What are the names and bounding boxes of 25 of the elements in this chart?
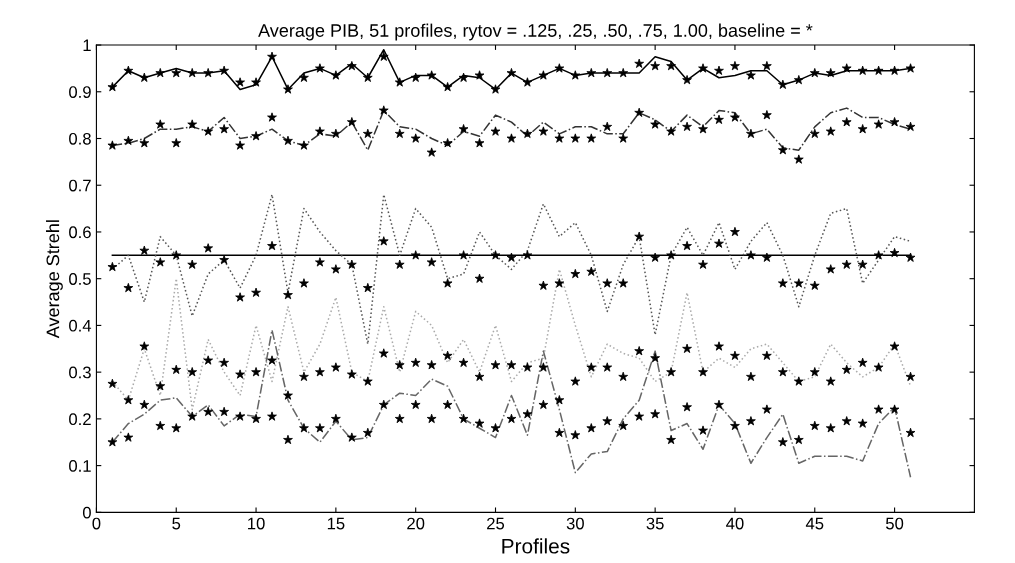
x-tick-label: 5 <box>172 517 181 530</box>
y-tick-label: 1 <box>83 39 91 52</box>
y-tick-label: 0.4 <box>69 319 92 332</box>
x-tick-label: 45 <box>805 517 824 530</box>
y-axis-title: Average Strehl <box>46 220 63 339</box>
x-axis-title: Profiles <box>502 538 570 554</box>
x-tick-label: 10 <box>248 517 265 530</box>
y-tick-label: 0.2 <box>69 413 91 426</box>
chart-title: Average PIB, 51 profiles, rytov = .125, .25, .50, .75, 1.00, baseline = * <box>258 23 813 41</box>
y-tick-label: 0.8 <box>69 132 91 145</box>
x-tick-label: 0 <box>92 517 101 530</box>
x-tick-label: 50 <box>885 517 904 530</box>
y-tick-label: 0.3 <box>69 366 91 379</box>
x-tick-label: 25 <box>487 517 505 530</box>
x-tick-label: 30 <box>566 517 584 530</box>
y-tick-label: 0 <box>82 506 91 519</box>
x-tick-label: 40 <box>726 517 744 530</box>
y-tick-label: 0.9 <box>69 86 91 98</box>
x-tick-label: 35 <box>646 517 664 530</box>
x-tick-label: 15 <box>327 517 345 530</box>
x-tick-label: 20 <box>407 517 425 530</box>
y-tick-label: 0.6 <box>69 226 91 239</box>
y-tick-label: 0.7 <box>69 179 91 192</box>
y-tick-label: 0.1 <box>69 460 91 472</box>
y-tick-label: 0.5 <box>69 273 91 285</box>
